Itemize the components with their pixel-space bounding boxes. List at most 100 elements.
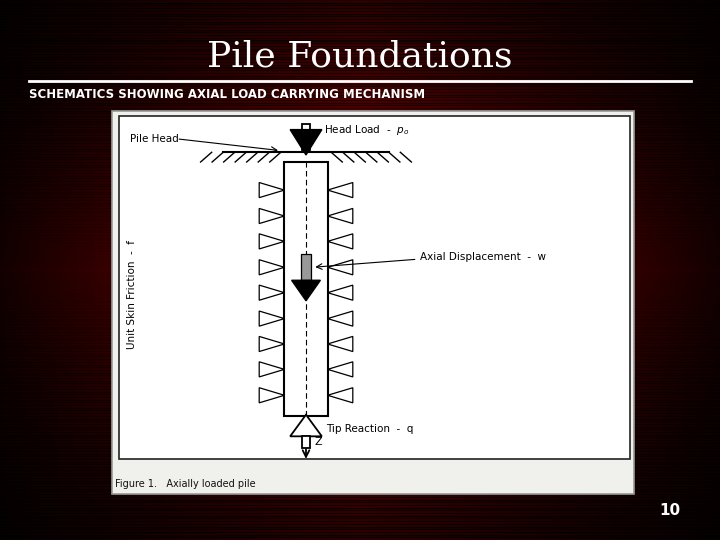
Bar — [0, 510, 720, 513]
Bar — [544, 0, 547, 540]
Bar — [0, 451, 720, 454]
Bar — [0, 300, 720, 302]
Bar — [659, 0, 662, 540]
Bar — [490, 0, 493, 540]
Polygon shape — [259, 311, 284, 326]
Bar — [191, 0, 194, 540]
Bar — [0, 373, 720, 375]
Bar — [0, 81, 720, 84]
Bar — [565, 0, 569, 540]
Bar — [0, 521, 720, 524]
Bar — [706, 0, 709, 540]
Bar — [0, 211, 720, 213]
Bar — [0, 284, 720, 286]
Bar — [666, 0, 670, 540]
Bar — [0, 165, 720, 167]
Bar — [126, 0, 130, 540]
Polygon shape — [259, 234, 284, 249]
Bar — [684, 0, 688, 540]
Text: 10: 10 — [659, 503, 680, 518]
Bar — [0, 429, 720, 432]
Bar — [522, 0, 526, 540]
Bar — [0, 200, 720, 202]
Bar — [292, 0, 295, 540]
Bar — [432, 0, 436, 540]
Bar — [248, 0, 252, 540]
Bar — [0, 259, 720, 262]
Bar — [0, 189, 720, 192]
Bar — [655, 0, 659, 540]
Bar — [623, 0, 626, 540]
Bar — [313, 0, 317, 540]
Bar — [0, 472, 720, 475]
Bar — [0, 308, 720, 310]
Bar — [673, 0, 677, 540]
Bar — [108, 0, 112, 540]
Bar — [263, 0, 266, 540]
Bar — [515, 0, 518, 540]
Bar — [18, 0, 22, 540]
Bar — [500, 0, 504, 540]
Bar — [0, 30, 720, 32]
Text: Axial Displacement  -  w: Axial Displacement - w — [420, 252, 546, 261]
Bar — [0, 275, 720, 278]
Polygon shape — [328, 183, 353, 198]
Polygon shape — [290, 415, 322, 436]
Bar — [0, 375, 720, 378]
Polygon shape — [290, 130, 322, 155]
Bar — [410, 0, 414, 540]
Bar — [580, 0, 583, 540]
Bar — [691, 0, 695, 540]
Bar — [0, 16, 720, 19]
Bar — [0, 486, 720, 489]
Bar — [551, 0, 554, 540]
Bar — [0, 410, 720, 413]
Bar — [0, 432, 720, 435]
Bar — [155, 0, 158, 540]
Bar — [0, 213, 720, 216]
Polygon shape — [259, 260, 284, 275]
Bar — [130, 0, 133, 540]
Bar — [0, 238, 720, 240]
Bar — [0, 159, 720, 162]
Bar — [0, 256, 720, 259]
Bar — [0, 481, 720, 483]
Bar — [25, 0, 29, 540]
Bar — [0, 202, 720, 205]
Bar — [457, 0, 461, 540]
Bar — [256, 0, 259, 540]
Bar — [0, 224, 720, 227]
Bar — [0, 348, 720, 351]
Bar — [0, 359, 720, 362]
Bar — [670, 0, 673, 540]
Bar — [29, 0, 32, 540]
Bar — [302, 0, 306, 540]
Bar — [572, 0, 576, 540]
Bar — [0, 8, 720, 11]
Bar — [648, 0, 652, 540]
Bar — [0, 459, 720, 462]
Bar — [0, 116, 720, 119]
Bar — [511, 0, 515, 540]
Bar — [68, 0, 72, 540]
Bar — [0, 351, 720, 354]
Bar — [144, 0, 148, 540]
Bar — [382, 0, 385, 540]
Bar — [378, 0, 382, 540]
Bar — [335, 0, 338, 540]
Bar — [302, 124, 310, 150]
Bar — [0, 329, 720, 332]
Bar — [0, 232, 720, 235]
Bar — [104, 0, 108, 540]
Bar — [0, 402, 720, 405]
Bar — [680, 0, 684, 540]
Bar — [0, 297, 720, 300]
Bar — [0, 248, 720, 251]
Bar — [0, 400, 720, 402]
Bar — [0, 335, 720, 338]
Bar — [0, 273, 720, 275]
Bar — [497, 0, 500, 540]
Bar — [0, 46, 720, 49]
Bar — [677, 0, 680, 540]
Bar — [162, 0, 166, 540]
